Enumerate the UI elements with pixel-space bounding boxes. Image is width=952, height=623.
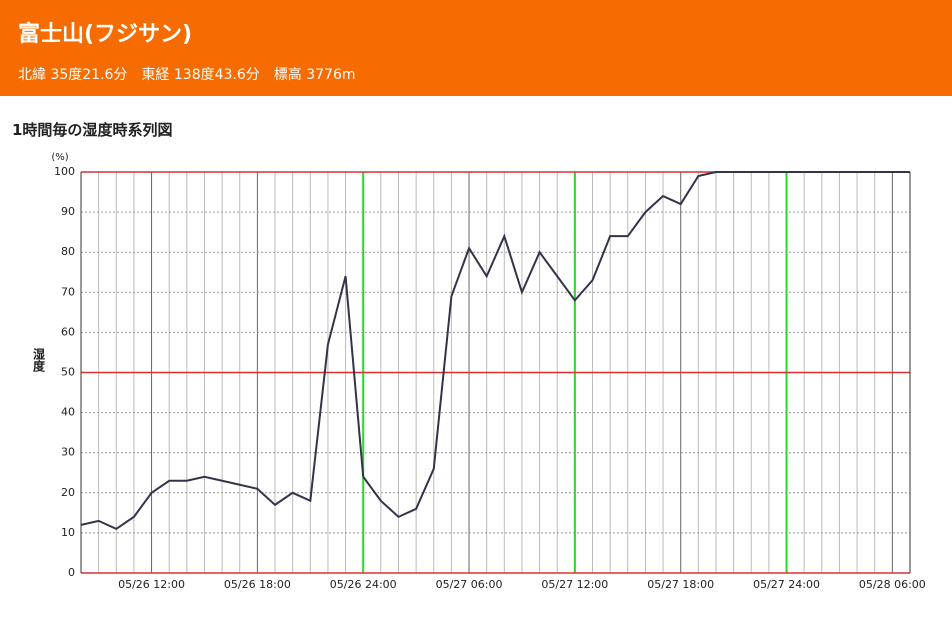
y-tick-label: 50 <box>61 366 75 379</box>
chart: (%) 湿度 0 10 20 30 40 50 60 70 80 90 100 05/26 12:00… <box>32 152 926 591</box>
y-axis-label: 湿度 <box>32 347 46 373</box>
site-coordinates: 北緯 35度21.6分 東経 138度43.6分 標高 3776m <box>18 67 356 83</box>
y-tick-label: 0 <box>68 566 75 579</box>
y-tick-label: 80 <box>61 245 75 258</box>
x-tick-label: 05/27 12:00 <box>541 578 608 591</box>
y-tick-label: 60 <box>61 325 75 338</box>
site-title: 富士山(フジサン) <box>18 22 193 47</box>
y-tick-label: 90 <box>61 205 75 218</box>
humidity-line <box>80 171 910 531</box>
x-tick-label: 05/26 24:00 <box>330 578 397 591</box>
y-tick-label: 100 <box>54 165 75 178</box>
header: 富士山(フジサン) 北緯 35度21.6分 東経 138度43.6分 標高 37… <box>0 0 952 96</box>
x-tick-label: 05/27 18:00 <box>647 578 714 591</box>
y-tick-label: 30 <box>61 446 75 459</box>
y-tick-label: 20 <box>61 486 75 499</box>
chart-title: 1時間毎の湿度時系列図 <box>12 121 173 139</box>
y-unit: (%) <box>51 152 68 163</box>
x-tick-label: 05/27 24:00 <box>753 578 820 591</box>
y-tick-label: 10 <box>61 526 75 539</box>
y-tick-label: 70 <box>61 285 75 298</box>
x-tick-label: 05/26 18:00 <box>224 578 291 591</box>
x-tick-label: 05/27 06:00 <box>436 578 503 591</box>
y-tick-label: 40 <box>61 406 75 419</box>
x-tick-label: 05/26 12:00 <box>118 578 185 591</box>
x-tick-label: 05/28 06:00 <box>859 578 926 591</box>
